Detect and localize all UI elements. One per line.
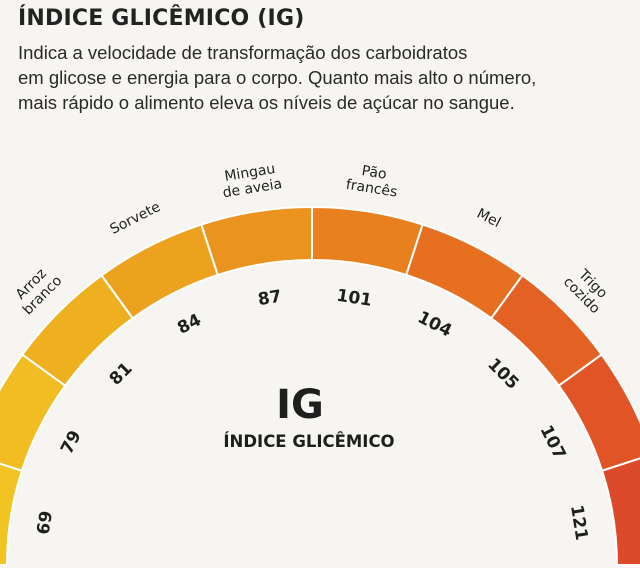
description-line: mais rápido o alimento eleva os níveis d… [18, 92, 515, 113]
segment-value: 104 [414, 307, 455, 341]
segment-value: 121 [566, 504, 591, 542]
segment-value: 105 [483, 354, 522, 393]
segment-label: Mingaude aveia [219, 160, 283, 201]
gauge-segment [200, 205, 313, 277]
description-line: Indica a velocidade de transformação dos… [18, 42, 468, 63]
segment-value: 87 [257, 287, 284, 310]
segment-value: 107 [536, 422, 570, 463]
gauge-segments [0, 205, 640, 566]
description-line: em glicose e energia para o corpo. Quant… [18, 67, 537, 88]
page-title: ÍNDICE GLICÊMICO (IG) [18, 6, 305, 31]
segment-value: 69 [34, 510, 57, 537]
segment-label-line: Mel [474, 206, 503, 231]
gauge-segment [600, 457, 640, 566]
segment-label: Mel [474, 206, 503, 231]
segment-label: Pãofrancês [345, 161, 401, 201]
description: Indica a velocidade de transformação dos… [18, 40, 630, 115]
segment-label: Trigocozido [560, 263, 614, 317]
segment-label-line: Mingau [223, 161, 276, 185]
segment-label: Sorvete [108, 199, 164, 238]
segment-value: 84 [174, 310, 204, 339]
segment-value: 81 [106, 359, 137, 390]
segment-value: 101 [335, 286, 373, 311]
gauge-segment [0, 462, 24, 566]
gauge-center-subtitle: ÍNDICE GLICÊMICO [223, 432, 394, 451]
segment-label: Arrozbranco [9, 262, 66, 319]
gauge-segment [311, 205, 424, 277]
segment-label-line: Sorvete [108, 199, 164, 238]
gauge-center-title: IG [276, 382, 324, 428]
segment-label-line: Pão [361, 163, 388, 183]
segment-value: 79 [57, 427, 86, 457]
segment-label-line: francês [345, 177, 399, 201]
